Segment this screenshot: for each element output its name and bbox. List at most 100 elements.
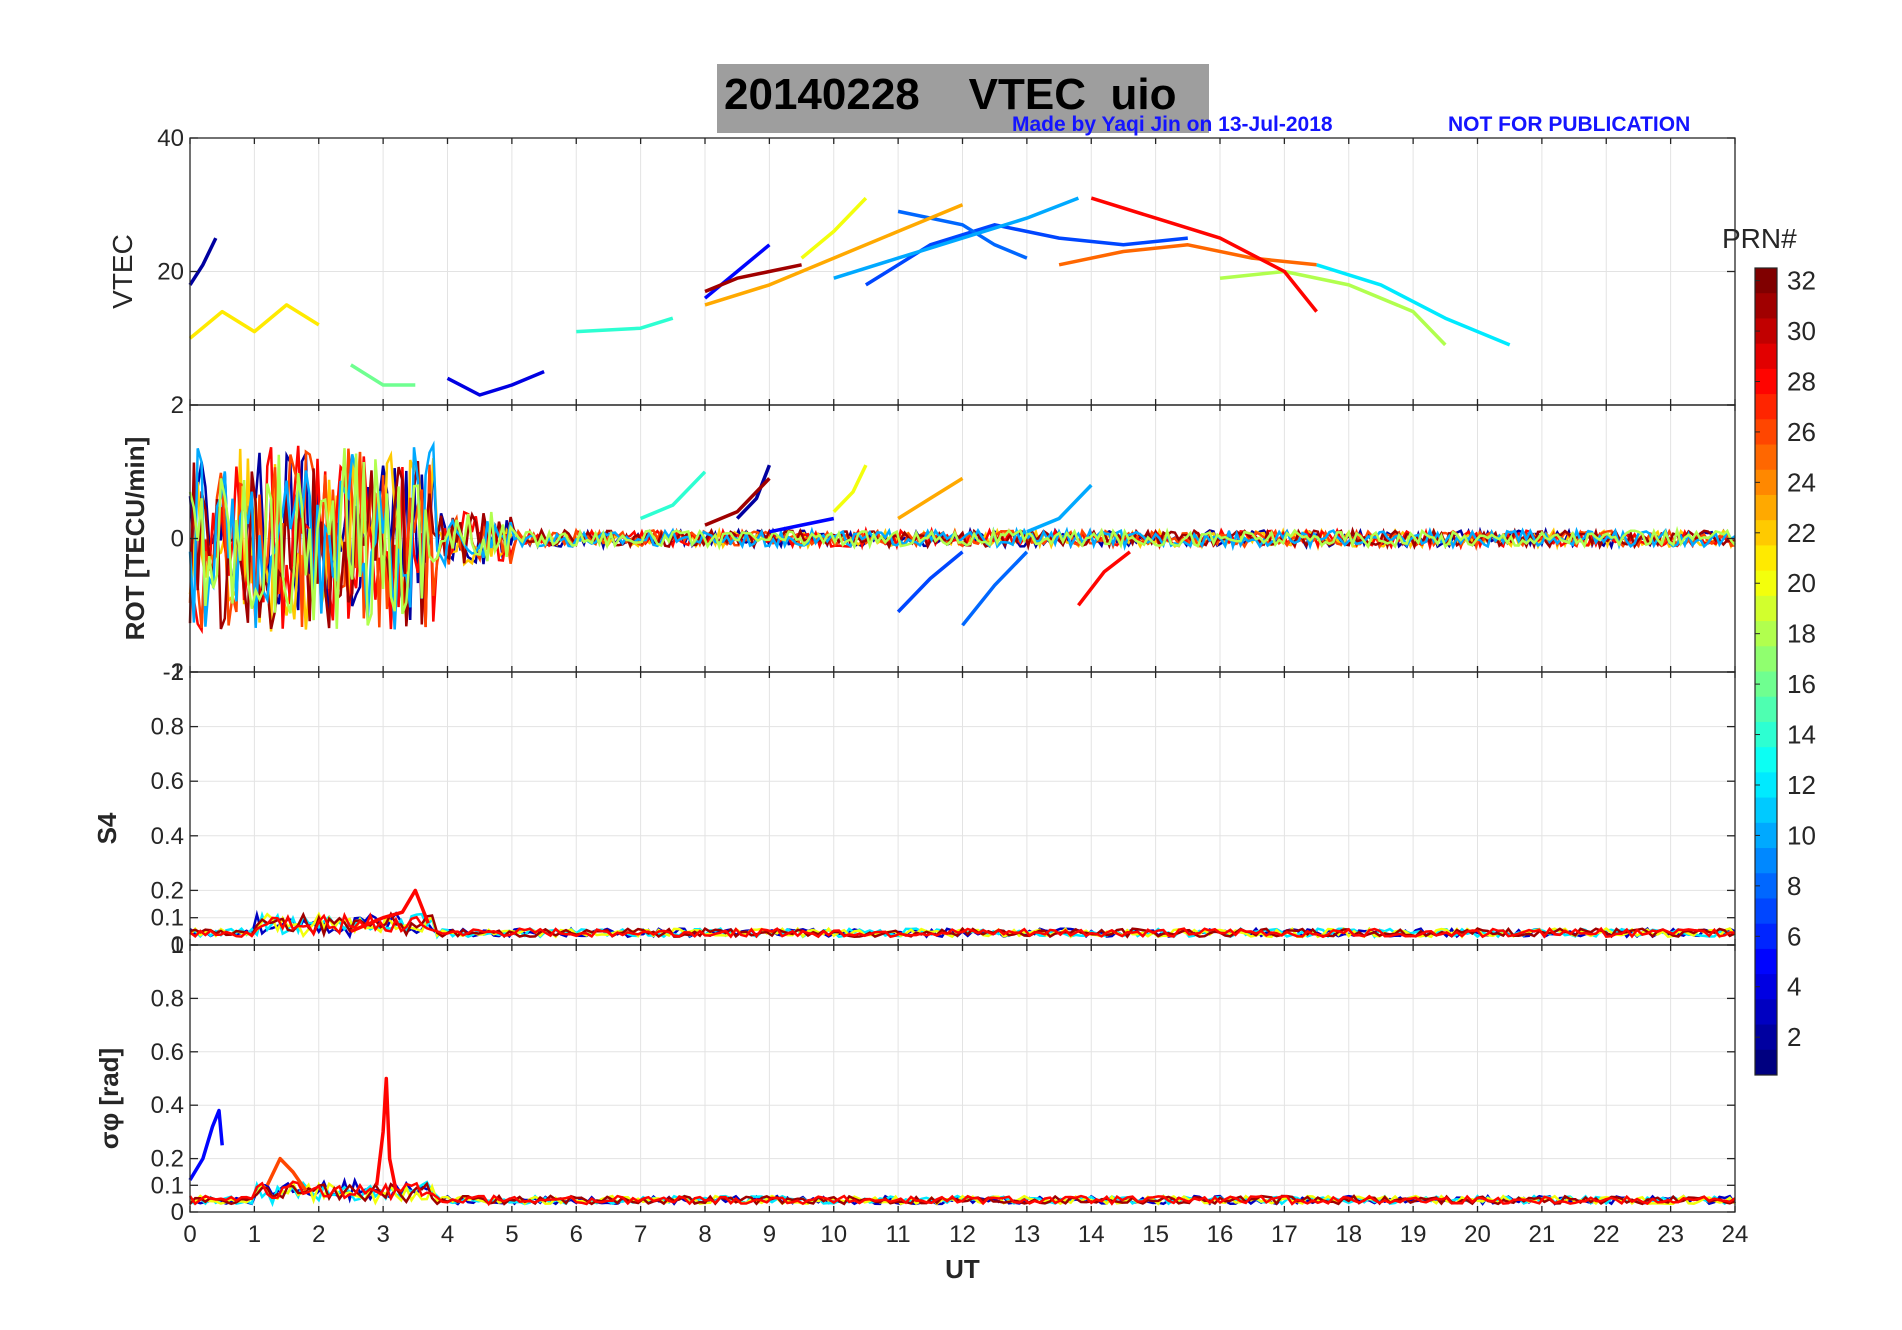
sigma_phi-xtick-label: 19 xyxy=(1400,1221,1427,1248)
colorbar-tick-label: 24 xyxy=(1787,467,1816,497)
sigma_phi-xtick-label: 16 xyxy=(1207,1221,1234,1248)
vtec-series-prn-23 xyxy=(704,203,964,307)
sigma_phi-ytick-label: 0 xyxy=(171,1199,184,1226)
rot-noise-prn-18 xyxy=(188,448,1736,629)
sigma_phi-xtick-label: 15 xyxy=(1142,1221,1169,1248)
sigma_phi-xtick-label: 18 xyxy=(1335,1221,1362,1248)
colorbar-segment xyxy=(1755,848,1777,874)
rot-noise-traces xyxy=(188,440,1737,635)
sigma_phi-ytick-label: 1 xyxy=(171,932,184,959)
colorbar-segment xyxy=(1755,343,1777,370)
colorbar-tick-label: 2 xyxy=(1787,1022,1801,1052)
panel-vtec: 20 40 VTEC xyxy=(107,125,1736,406)
rot-series-prn-5 xyxy=(769,516,835,534)
s4-ylabel: S4 xyxy=(92,812,122,844)
colorbar-tick-label: 6 xyxy=(1787,921,1801,951)
colorbar-segment xyxy=(1755,318,1777,345)
colorbar-tick-label: 18 xyxy=(1787,619,1816,649)
vtec-series-prn-31 xyxy=(704,263,802,294)
title-box xyxy=(717,64,1209,133)
colorbar-segment xyxy=(1755,948,1777,975)
colorbar-segment xyxy=(1755,797,1777,824)
s4-series-prn-28 xyxy=(350,888,430,934)
panel-s4: 00.10.2 0.4 0.6 0.8 1 S4 xyxy=(92,659,1736,959)
vtec-ytick-label: 40 xyxy=(157,125,184,152)
sigma_phi-xtick-label: 24 xyxy=(1722,1221,1749,1248)
colorbar-segment xyxy=(1755,747,1777,773)
vtec-series-prn-10 xyxy=(833,196,1080,280)
sigma_phi-xtick-label: 7 xyxy=(634,1221,647,1248)
sigma_phi-xtick-label: 20 xyxy=(1464,1221,1491,1248)
colorbar-segment xyxy=(1755,419,1777,446)
colorbar-tick-label: 4 xyxy=(1787,972,1801,1002)
colorbar-segment xyxy=(1755,494,1777,521)
colorbar-segment xyxy=(1755,368,1777,395)
sigma_phi-xtick-label: 17 xyxy=(1271,1221,1298,1248)
vtec-series-prn-25 xyxy=(1058,243,1317,267)
s4-ytick-label: 0 xyxy=(171,932,184,959)
colorbar-tick-label: 8 xyxy=(1787,871,1801,901)
sigma_phi-xtick-label: 14 xyxy=(1078,1221,1105,1248)
colorbar-segment xyxy=(1755,394,1777,420)
vtec-series-prn-2 xyxy=(188,237,218,286)
sigma_phi-xtick-label: 10 xyxy=(820,1221,847,1248)
sigma_phi-xtick-label: 1 xyxy=(248,1221,261,1248)
s4-noise-traces xyxy=(189,909,1736,940)
s4-series xyxy=(350,888,430,934)
colorbar-segment xyxy=(1755,721,1777,748)
colorbar-segment xyxy=(1755,268,1777,294)
sigma_phi-series-prn-28 xyxy=(374,1076,398,1191)
sigma_phi-xtick-label: 23 xyxy=(1657,1221,1684,1248)
s4-ytick-label: 0.2 xyxy=(151,877,184,904)
sigma_phi-series xyxy=(188,1076,398,1192)
sigma_phi-xtick-label: 11 xyxy=(886,1221,911,1248)
colorbar-segment xyxy=(1755,873,1777,899)
sigma_phi-series-prn-5 xyxy=(188,1108,224,1181)
vtec-series-prn-18 xyxy=(1219,269,1447,347)
vtec-grid xyxy=(189,137,1736,406)
colorbar-segment xyxy=(1755,545,1777,572)
colorbar-segment xyxy=(1755,671,1777,698)
sigma_phi-xtick-label: 9 xyxy=(763,1221,776,1248)
sigma_phi-xtick-label: 0 xyxy=(183,1221,196,1248)
colorbar-segment xyxy=(1755,1024,1777,1051)
vtec-ylabel: VTEC xyxy=(107,234,138,309)
sigma_phi-ytick-label: 0.8 xyxy=(151,985,184,1012)
colorbar-tick-label: 16 xyxy=(1787,669,1816,699)
rot-series-prn-2 xyxy=(735,464,772,520)
rot-ytick-label: 2 xyxy=(171,392,184,419)
sigma_phi-noise-prn-20 xyxy=(189,1179,1736,1206)
rot-series-prn-8 xyxy=(961,550,1029,627)
rot-series-prn-31 xyxy=(704,477,771,527)
colorbar-segment xyxy=(1755,646,1777,672)
sigma_phi-xtick-label: 12 xyxy=(949,1221,976,1248)
colorbar-segment xyxy=(1755,293,1777,319)
vtec-series-prn-21 xyxy=(188,303,320,340)
colorbar-segment xyxy=(1755,999,1777,1026)
sigma_phi-xtick-label: 2 xyxy=(312,1221,325,1248)
colorbar-tick-label: 26 xyxy=(1787,417,1816,447)
panel-rot: -2 0 2 ROT [TECU/min] xyxy=(120,392,1737,686)
colorbar-tick-label: 10 xyxy=(1787,820,1816,850)
colorbar-segment xyxy=(1755,520,1777,546)
s4-noise-prn-28 xyxy=(189,911,1736,939)
s4-ytick-label: 0.6 xyxy=(151,768,184,795)
sigma_phi-grid xyxy=(189,944,1736,1213)
rot-series-prn-28 xyxy=(1077,550,1131,607)
rot-ytick-label: -2 xyxy=(163,659,184,686)
rot-series-prn-20 xyxy=(832,464,868,514)
colorbar-segment xyxy=(1755,621,1777,647)
vtec-series-prn-12 xyxy=(1316,263,1511,347)
sigma_phi-ytick-label: 0.6 xyxy=(151,1039,184,1066)
colorbar-segment xyxy=(1755,898,1777,925)
rot-series-prn-10 xyxy=(1026,483,1093,534)
sigma_phi-xtick-label: 3 xyxy=(376,1221,389,1248)
s4-ytick-label: 0.4 xyxy=(151,823,184,850)
publication-note: NOT FOR PUBLICATION xyxy=(1448,113,1691,136)
rot-ylabel: ROT [TECU/min] xyxy=(120,437,150,641)
colorbar-segment xyxy=(1755,772,1777,799)
title-station: VTEC uio xyxy=(968,70,1177,119)
vtec-series-prn-5 xyxy=(703,243,771,300)
